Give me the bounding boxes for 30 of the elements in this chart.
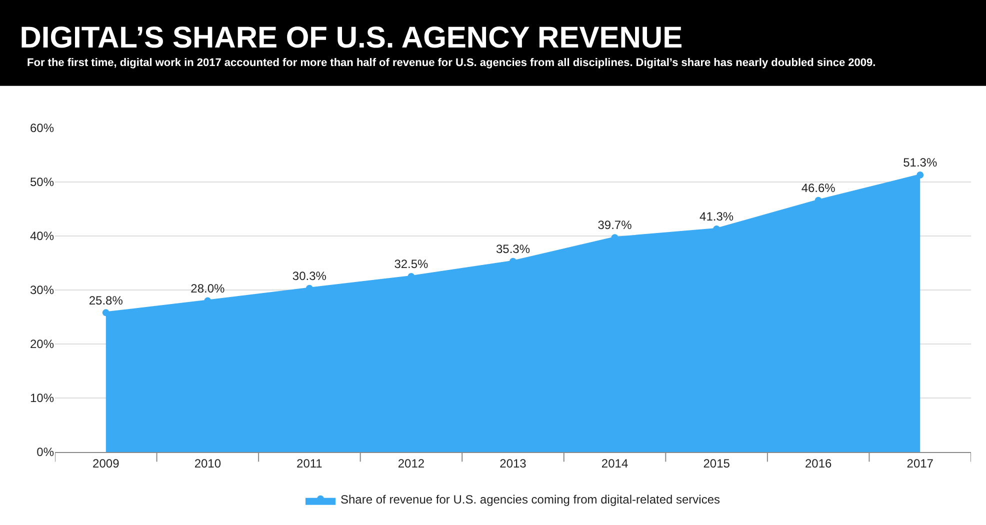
x-tick-label: 2012	[398, 456, 425, 470]
x-tick-label: 2014	[601, 456, 628, 470]
x-tick-label: 2017	[906, 456, 934, 470]
x-tick-label: 2015	[703, 456, 730, 470]
x-tick-label: 2013	[500, 456, 527, 470]
chart-title: DIGITAL’S SHARE OF U.S. AGENCY REVENUE	[20, 21, 683, 54]
data-label: 28.0%	[190, 281, 226, 296]
data-label: 32.5%	[394, 257, 429, 272]
data-label: 30.3%	[292, 269, 327, 284]
data-label: 25.8%	[88, 293, 124, 308]
y-tick-label: 50%	[30, 175, 54, 190]
data-label: 51.3%	[903, 156, 938, 170]
y-tick-label: 40%	[30, 229, 54, 244]
chart-subtitle: For the first time, digital work in 2017 accounted for more than half of revenue for U.S. agencies from all disciplines. Digital’s share has nearly doubled since 2009.	[27, 57, 876, 69]
x-tick-label: 2010	[194, 456, 222, 470]
point	[916, 171, 924, 178]
y-tick-label: 0%	[36, 445, 54, 460]
x-tick-label: 2009	[92, 456, 120, 470]
data-label: 35.3%	[496, 242, 530, 256]
y-tick-label: 30%	[30, 283, 54, 298]
legend-label: Share of revenue for U.S. agencies coming from digital-related services	[340, 492, 720, 507]
x-tick-label: 2016	[804, 456, 832, 470]
data-label: 46.6%	[801, 180, 836, 195]
point	[102, 309, 110, 316]
y-tick-label: 10%	[30, 391, 54, 406]
data-label: 41.3%	[700, 210, 734, 224]
data-label: 39.7%	[598, 218, 632, 232]
x-tick-label: 2011	[296, 456, 323, 470]
y-tick-label: 20%	[30, 337, 54, 352]
y-tick-label: 60%	[30, 121, 54, 136]
